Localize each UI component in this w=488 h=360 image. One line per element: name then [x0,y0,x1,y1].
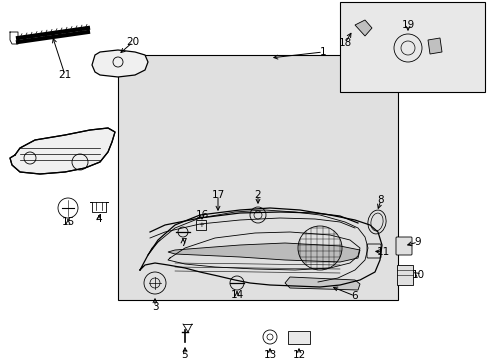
Text: 13: 13 [263,350,276,360]
Bar [118,55,397,300]
Text: 14: 14 [230,290,243,300]
Text: 10: 10 [410,270,424,280]
Text: 4: 4 [96,214,102,224]
Polygon shape [92,50,148,77]
Text: 12: 12 [292,350,305,360]
Text: 1: 1 [319,47,325,57]
Bar [196,220,205,230]
Text: 19: 19 [401,20,414,30]
Text: 11: 11 [376,247,389,257]
Polygon shape [427,38,441,54]
Text: 21: 21 [58,70,71,80]
Bar [396,265,412,285]
Text: +: + [198,222,203,228]
Text: 16: 16 [195,210,208,220]
Text: 17: 17 [211,190,224,200]
Text: 15: 15 [61,217,75,227]
Text: 7: 7 [179,238,186,248]
Polygon shape [10,128,115,174]
Text: 5: 5 [182,350,188,360]
Bar [287,331,309,344]
Text: 2: 2 [254,190,261,200]
Polygon shape [354,20,371,36]
FancyBboxPatch shape [395,237,411,255]
Text: 9: 9 [414,237,421,247]
Polygon shape [168,243,359,262]
Text: 8: 8 [377,195,384,205]
Polygon shape [285,277,359,290]
Text: 3: 3 [151,302,158,312]
Text: 6: 6 [351,291,358,301]
Bar [339,2,484,92]
Text: 20: 20 [126,37,139,47]
Text: 18: 18 [338,38,351,48]
